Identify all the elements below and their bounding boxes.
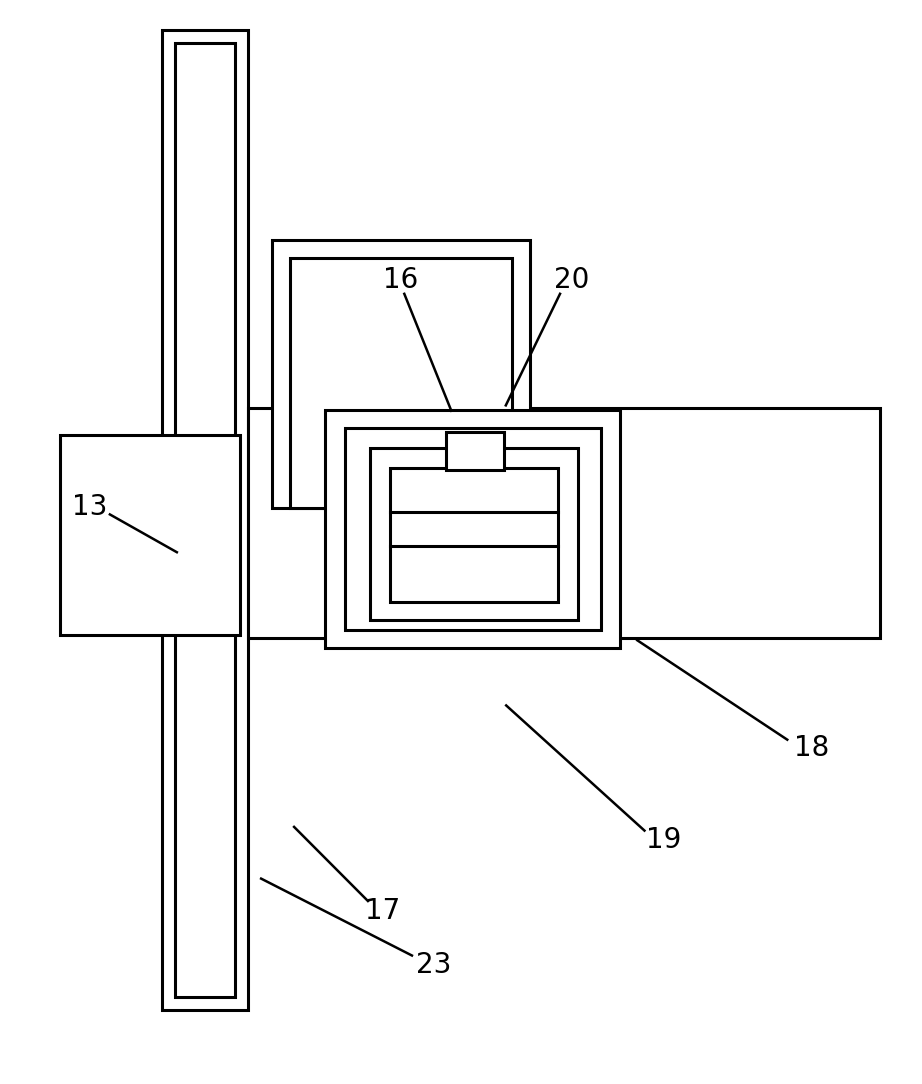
Bar [350,492,468,520]
Text: 16: 16 [384,266,419,294]
Bar [370,448,578,620]
Bar [325,410,620,648]
Text: 23: 23 [416,951,451,979]
Bar [446,433,504,470]
Text: 20: 20 [554,266,589,294]
Bar [272,240,530,508]
Bar [162,30,248,1010]
Bar [60,435,240,635]
Text: 18: 18 [794,734,829,762]
Text: 13: 13 [72,493,107,521]
Bar [345,428,601,630]
Bar [248,408,880,638]
Text: 19: 19 [646,826,681,854]
Bar [290,258,512,508]
Bar [390,468,558,602]
Bar [175,43,235,997]
Text: 17: 17 [365,896,400,925]
